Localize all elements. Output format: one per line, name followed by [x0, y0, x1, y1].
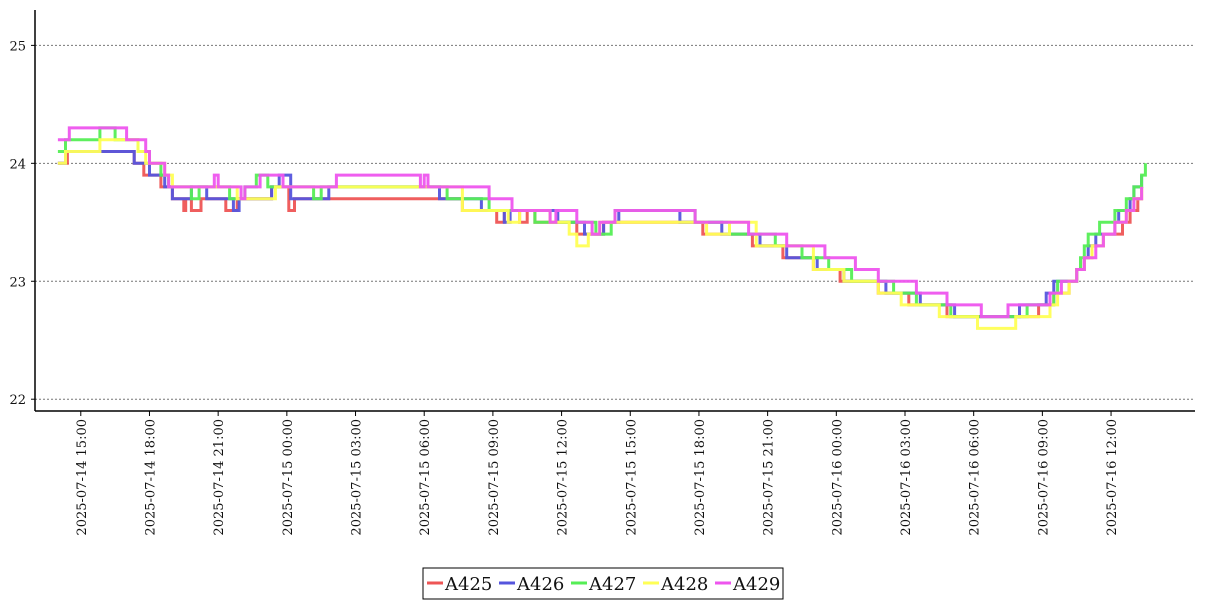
legend-label-a427: A427	[588, 574, 636, 595]
y-tick-label: 23	[9, 275, 26, 290]
x-tick-label: 2025-07-16 00:00	[830, 419, 845, 536]
legend-label-a429: A429	[732, 574, 780, 595]
x-tick-label: 2025-07-16 03:00	[899, 419, 914, 536]
x-tick-label: 2025-07-15 00:00	[281, 419, 296, 536]
gridlines	[31, 44, 1195, 400]
x-tick-label: 2025-07-14 21:00	[212, 419, 227, 536]
x-tick-label: 2025-07-14 15:00	[75, 419, 90, 536]
y-tick-label: 22	[9, 393, 26, 408]
legend-label-a428: A428	[660, 574, 708, 595]
legend-label-a425: A425	[444, 574, 492, 595]
x-tick-label: 2025-07-15 18:00	[693, 419, 708, 536]
x-tick-labels: 2025-07-14 15:00 2025-07-14 18:00 2025-07-…	[75, 411, 1120, 536]
x-tick-label: 2025-07-15 12:00	[556, 419, 571, 536]
y-tick-labels: 22 23 24 25	[9, 39, 26, 408]
x-tick-label: 2025-07-15 03:00	[350, 419, 365, 536]
axes	[34, 10, 1195, 412]
legend-label-a426: A426	[516, 574, 564, 595]
legend: A425 A426 A427 A428 A429	[422, 567, 784, 600]
x-tick-label: 2025-07-16 12:00	[1105, 419, 1120, 536]
x-tick-label: 2025-07-15 21:00	[762, 419, 777, 536]
y-tick-label: 24	[9, 157, 26, 172]
x-tick-label: 2025-07-15 09:00	[487, 419, 502, 536]
series-line-a429	[57, 126, 1144, 319]
x-tick-label: 2025-07-16 06:00	[968, 419, 983, 536]
x-tick-label: 2025-07-14 18:00	[143, 419, 158, 536]
y-tick-label: 25	[9, 39, 26, 54]
x-tick-label: 2025-07-16 09:00	[1036, 419, 1051, 536]
x-tick-label: 2025-07-15 06:00	[418, 419, 433, 536]
series-lines	[57, 126, 1147, 330]
x-tick-label: 2025-07-15 15:00	[624, 419, 639, 536]
